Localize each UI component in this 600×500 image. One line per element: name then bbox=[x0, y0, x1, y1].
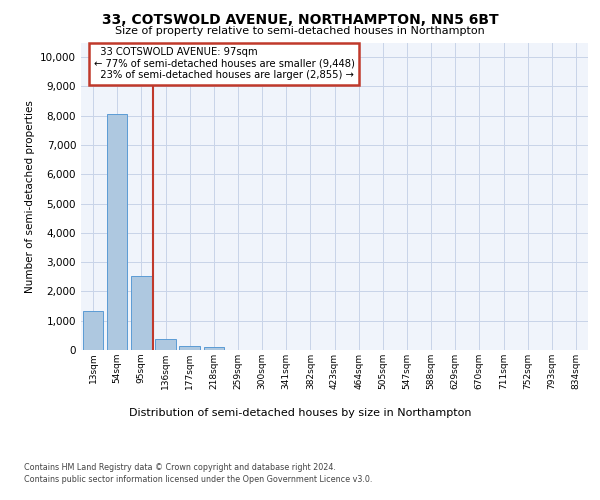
Y-axis label: Number of semi-detached properties: Number of semi-detached properties bbox=[25, 100, 35, 292]
Bar bbox=[83, 312, 103, 350]
Bar bbox=[203, 348, 224, 350]
Bar bbox=[155, 338, 176, 350]
Text: Contains public sector information licensed under the Open Government Licence v3: Contains public sector information licen… bbox=[24, 475, 373, 484]
Text: Size of property relative to semi-detached houses in Northampton: Size of property relative to semi-detach… bbox=[115, 26, 485, 36]
Bar bbox=[107, 114, 127, 350]
Text: Distribution of semi-detached houses by size in Northampton: Distribution of semi-detached houses by … bbox=[129, 408, 471, 418]
Bar bbox=[131, 276, 152, 350]
Text: 33, COTSWOLD AVENUE, NORTHAMPTON, NN5 6BT: 33, COTSWOLD AVENUE, NORTHAMPTON, NN5 6B… bbox=[101, 12, 499, 26]
Text: Contains HM Land Registry data © Crown copyright and database right 2024.: Contains HM Land Registry data © Crown c… bbox=[24, 462, 336, 471]
Bar bbox=[179, 346, 200, 350]
Text: 33 COTSWOLD AVENUE: 97sqm
← 77% of semi-detached houses are smaller (9,448)
  23: 33 COTSWOLD AVENUE: 97sqm ← 77% of semi-… bbox=[94, 47, 355, 80]
